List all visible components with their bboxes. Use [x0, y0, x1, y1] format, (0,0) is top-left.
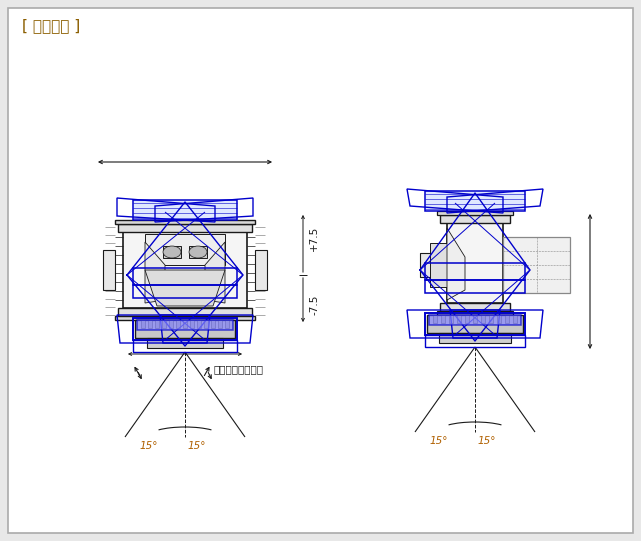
Text: 15°: 15° — [140, 441, 158, 451]
Bar — [440, 303, 510, 311]
Bar — [147, 338, 223, 348]
Polygon shape — [447, 228, 465, 300]
Bar — [218, 320, 222, 328]
Bar — [135, 320, 235, 338]
Bar — [433, 315, 437, 323]
Bar — [162, 320, 166, 328]
Bar — [204, 320, 208, 328]
Bar — [133, 285, 237, 298]
Bar — [148, 320, 152, 328]
Bar — [225, 320, 229, 328]
Bar — [141, 320, 145, 328]
Bar — [137, 320, 233, 330]
Bar — [211, 320, 215, 328]
Text: レバー位置で微動: レバー位置で微動 — [213, 364, 263, 374]
Bar — [420, 253, 447, 277]
Bar — [513, 315, 517, 323]
Bar — [133, 200, 237, 220]
Bar — [189, 246, 207, 258]
Bar — [439, 333, 511, 343]
Bar — [133, 340, 237, 352]
Bar — [447, 223, 503, 303]
Bar — [503, 237, 570, 293]
Text: 15°: 15° — [188, 441, 206, 451]
Bar — [437, 311, 513, 315]
Text: 15°: 15° — [429, 436, 448, 446]
Polygon shape — [145, 242, 165, 303]
Polygon shape — [145, 270, 225, 306]
Ellipse shape — [189, 246, 207, 258]
Bar — [449, 315, 453, 323]
Bar — [425, 335, 525, 347]
Bar — [425, 191, 525, 211]
Text: [ 調整機構 ]: [ 調整機構 ] — [22, 18, 80, 33]
Bar — [473, 315, 477, 323]
Bar — [145, 234, 225, 265]
Bar — [427, 315, 523, 333]
Text: +7.5: +7.5 — [309, 226, 319, 251]
Bar — [163, 246, 181, 258]
Bar — [118, 308, 252, 316]
Bar — [115, 220, 255, 224]
Bar — [183, 320, 187, 328]
Bar — [115, 316, 255, 320]
Bar — [133, 268, 237, 285]
Bar — [118, 224, 252, 232]
Bar — [103, 250, 115, 290]
Text: 15°: 15° — [478, 436, 496, 446]
Bar — [457, 315, 461, 323]
Bar — [176, 320, 180, 328]
Bar — [169, 320, 173, 328]
Bar — [441, 315, 445, 323]
Bar — [133, 318, 237, 340]
Text: -7.5: -7.5 — [309, 295, 319, 315]
Bar — [425, 313, 525, 335]
Ellipse shape — [163, 246, 181, 258]
Bar — [505, 315, 509, 323]
Bar — [481, 315, 485, 323]
Bar — [155, 320, 159, 328]
Bar — [430, 243, 447, 287]
Bar — [425, 280, 525, 293]
Bar — [123, 232, 247, 308]
Bar — [425, 263, 525, 280]
Bar — [440, 215, 510, 223]
Bar — [197, 320, 201, 328]
Bar — [190, 320, 194, 328]
Bar — [465, 315, 469, 323]
Bar — [255, 250, 267, 290]
Bar — [437, 211, 513, 215]
Polygon shape — [205, 242, 225, 303]
Bar — [489, 315, 493, 323]
Bar — [497, 315, 501, 323]
Bar — [429, 315, 521, 325]
